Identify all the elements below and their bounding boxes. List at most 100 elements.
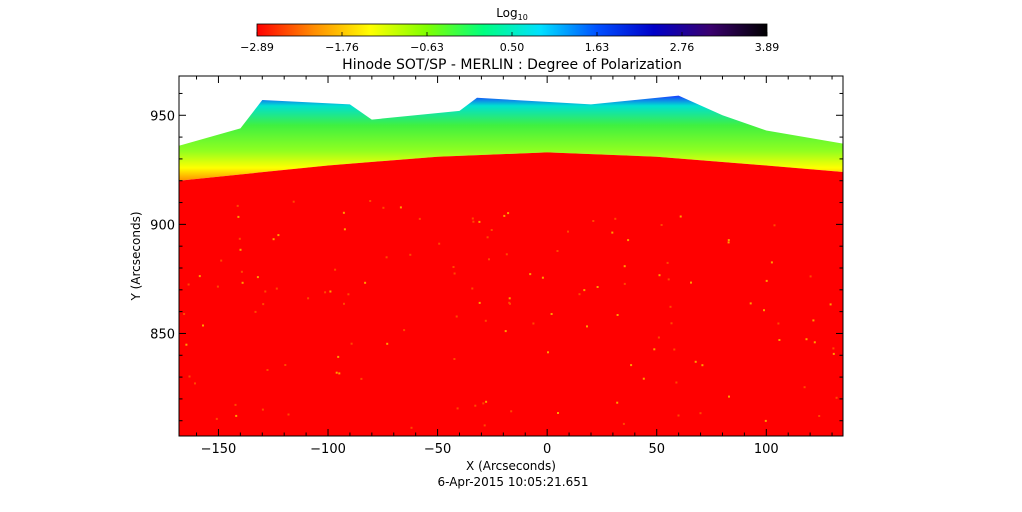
colorbar: Log10 −2.89 −1.76 −0.63 0.50 1.63 2.76 3.89 (240, 6, 779, 54)
speckle (503, 214, 506, 217)
speckle (616, 401, 619, 404)
speckle (284, 364, 287, 366)
speckle (453, 358, 456, 360)
speckle (658, 274, 661, 277)
speckle (382, 206, 385, 209)
speckle (399, 206, 402, 209)
x-axis-label: X (Arcseconds) (466, 459, 556, 473)
speckle (329, 290, 332, 293)
speckle (547, 351, 549, 354)
speckle (592, 220, 595, 222)
speckle (505, 253, 508, 256)
speckle (622, 422, 625, 425)
speckle (486, 236, 489, 239)
speckle (472, 220, 475, 223)
speckle (236, 204, 239, 207)
speckle (369, 200, 372, 202)
speckle (241, 281, 244, 284)
speckle (452, 266, 455, 268)
speckle (478, 301, 481, 304)
speckle (832, 352, 835, 355)
speckle (337, 355, 340, 358)
y-axis: 850 900 950 (150, 92, 843, 422)
speckle (455, 315, 458, 318)
speckle (485, 400, 488, 403)
speckle (215, 417, 218, 420)
speckle (188, 375, 191, 378)
x-tick-label: 0 (543, 442, 551, 457)
speckle (777, 322, 780, 325)
speckle (275, 287, 278, 290)
speckle (343, 228, 346, 231)
speckle (694, 360, 697, 363)
colorbar-tick-label: −1.76 (325, 41, 359, 54)
speckle (504, 330, 507, 333)
speckle (386, 342, 389, 345)
speckle (623, 265, 626, 268)
speckle (812, 319, 815, 322)
speckle (835, 396, 838, 399)
speckle (264, 290, 267, 293)
speckle (256, 276, 259, 279)
speckle (324, 291, 327, 294)
speckle (556, 250, 559, 252)
speckle (240, 270, 243, 273)
speckle (507, 212, 510, 215)
speckle (670, 322, 673, 325)
disk-speckles (183, 200, 838, 429)
x-tick-label: −50 (424, 442, 451, 457)
speckle (335, 371, 338, 374)
speckle (347, 293, 350, 296)
speckle (653, 348, 656, 351)
speckle (403, 329, 406, 332)
speckle (675, 381, 678, 384)
speckle (343, 302, 345, 305)
speckle (338, 372, 341, 375)
speckle (277, 234, 280, 237)
speckle (809, 275, 812, 278)
speckle (456, 407, 459, 410)
speckle (234, 403, 237, 406)
speckle (202, 324, 204, 327)
x-tick-label: −150 (201, 442, 237, 457)
x-tick-label: −100 (310, 442, 346, 457)
speckle (690, 281, 692, 284)
speckle (262, 303, 265, 306)
speckle (586, 325, 588, 328)
speckle (596, 286, 599, 288)
speckle (532, 322, 535, 325)
colorbar-label: Log10 (496, 6, 528, 22)
speckle (187, 283, 190, 286)
speckle (701, 364, 704, 367)
speckle (727, 239, 730, 242)
speckle (198, 275, 201, 278)
speckle (770, 261, 773, 264)
x-tick-label: 100 (754, 442, 779, 457)
speckle (342, 211, 345, 214)
colorbar-tick-label: −0.63 (410, 41, 444, 54)
speckle (611, 231, 614, 234)
speckle (239, 248, 242, 251)
speckle (764, 419, 767, 422)
speckle (627, 239, 630, 242)
colorbar-tick-label: −2.89 (240, 41, 274, 54)
colorbar-tick-label: 2.76 (670, 41, 695, 54)
speckle (557, 412, 559, 414)
speckle (194, 382, 196, 385)
speckle (813, 341, 816, 344)
speckle (471, 287, 474, 290)
speckle (474, 404, 477, 407)
speckle (453, 272, 456, 275)
speckle (642, 377, 645, 380)
y-tick-label: 850 (150, 327, 175, 342)
speckle (660, 224, 663, 226)
speckle (832, 347, 835, 350)
speckle (508, 297, 511, 300)
y-tick-label: 950 (150, 109, 175, 124)
speckle (614, 217, 617, 220)
solar-disk-region (179, 152, 843, 436)
speckle (550, 313, 553, 315)
speckle (334, 268, 337, 271)
speckle (471, 217, 474, 220)
speckle (616, 314, 619, 316)
